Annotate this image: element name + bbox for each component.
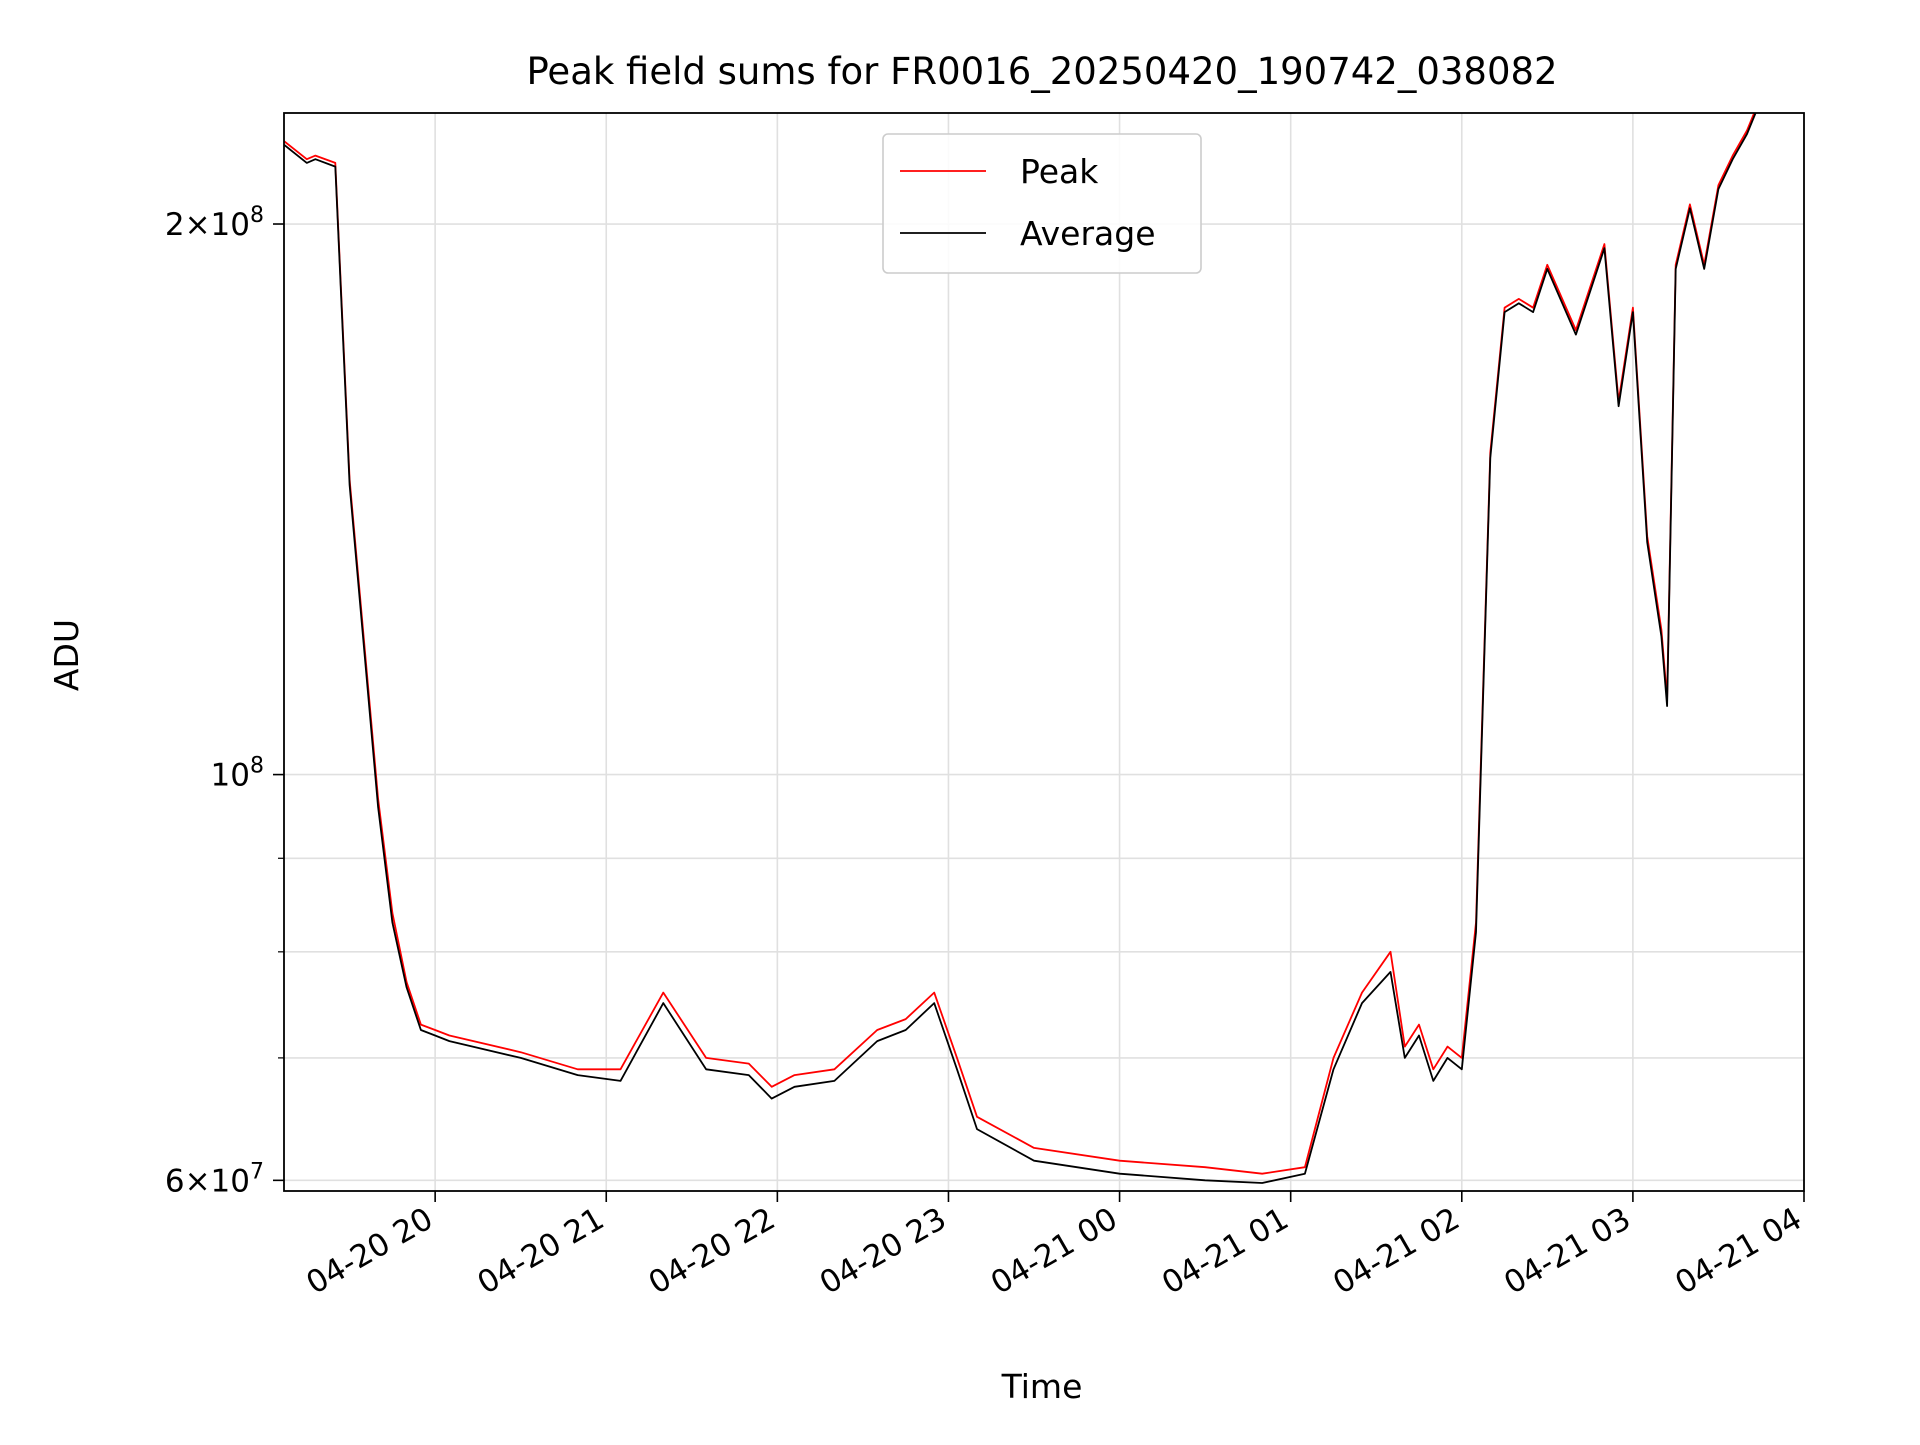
y-tick-label: 108 [211, 754, 264, 794]
legend: Peak Average [882, 133, 1202, 274]
legend-label-peak: Peak [1020, 152, 1099, 191]
axes [273, 112, 1805, 1202]
series-line-average [284, 113, 1757, 1184]
y-tick-label: 6×107 [165, 1159, 264, 1199]
legend-label-average: Average [1020, 214, 1156, 253]
legend-box [882, 133, 1202, 274]
x-axis-label: Time [1001, 1367, 1083, 1406]
y-axis-label: ADU [47, 619, 86, 691]
plot-frame [283, 112, 1805, 1192]
chart-title: Peak field sums for FR0016_20250420_1907… [526, 50, 1557, 93]
series-lines [284, 113, 1757, 1184]
y-tick-label: 2×108 [165, 203, 264, 243]
